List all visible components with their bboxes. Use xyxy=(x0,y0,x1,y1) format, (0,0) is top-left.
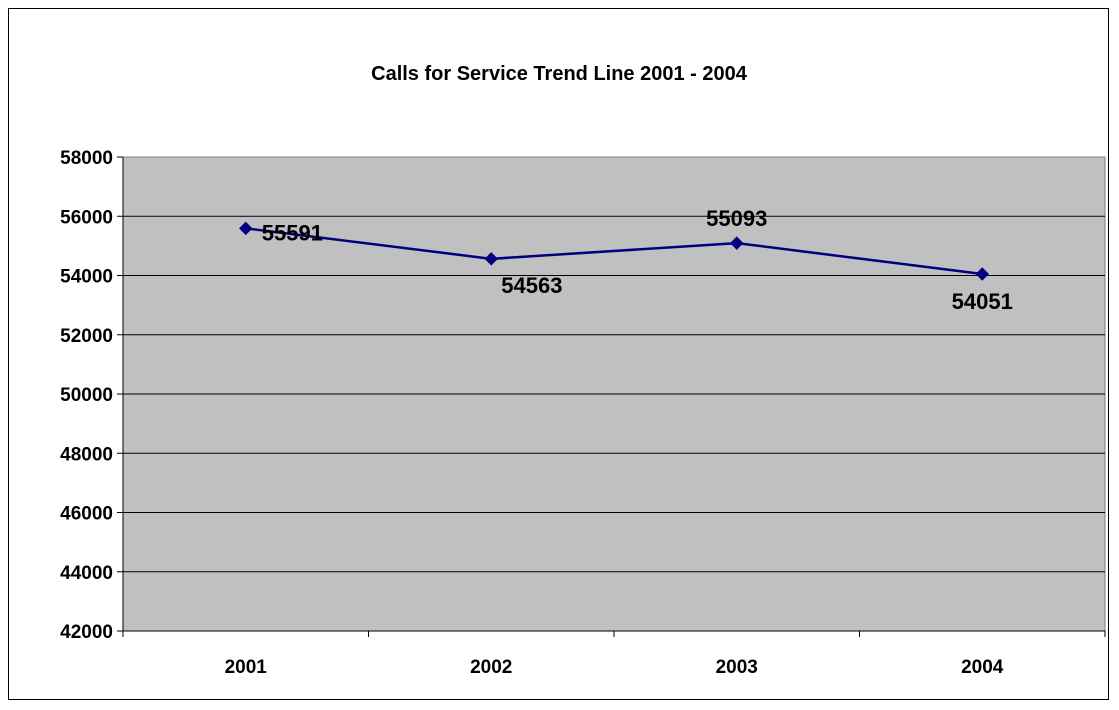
data-series xyxy=(239,221,989,281)
y-tick-label: 56000 xyxy=(60,207,113,228)
y-axis-tick-labels: 58000 56000 54000 52000 50000 48000 46000 44000… xyxy=(60,148,113,643)
y-tick-label: 48000 xyxy=(60,444,113,465)
y-tick-label: 44000 xyxy=(60,563,113,584)
y-tick-label: 52000 xyxy=(60,326,113,347)
data-labels: 55591 54563 55093 54051 xyxy=(262,206,1013,314)
x-axis-tick-labels: 2001 2002 2003 2004 xyxy=(225,657,1004,678)
data-point-marker xyxy=(239,221,253,236)
x-tick-label: 2002 xyxy=(470,657,512,678)
y-tick-label: 58000 xyxy=(60,148,113,169)
x-tick-label: 2004 xyxy=(961,657,1004,678)
data-point-marker xyxy=(484,252,498,266)
data-label: 55591 xyxy=(262,220,323,245)
data-point-marker xyxy=(975,267,989,281)
x-tick-label: 2003 xyxy=(716,657,758,678)
data-label: 55093 xyxy=(706,206,767,231)
gridlines xyxy=(123,215,1105,573)
chart-title: Calls for Service Trend Line 2001 - 2004 xyxy=(371,63,748,85)
data-label: 54563 xyxy=(501,273,562,298)
y-tick-label: 50000 xyxy=(60,385,113,406)
data-point-marker xyxy=(730,236,744,250)
y-tick-label: 46000 xyxy=(60,504,113,525)
y-tick-label: 54000 xyxy=(60,267,113,288)
axes xyxy=(117,156,1106,637)
data-label: 54051 xyxy=(952,289,1013,314)
y-tick-label: 42000 xyxy=(60,622,113,643)
x-tick-label: 2001 xyxy=(225,657,268,678)
series-line xyxy=(245,227,983,276)
